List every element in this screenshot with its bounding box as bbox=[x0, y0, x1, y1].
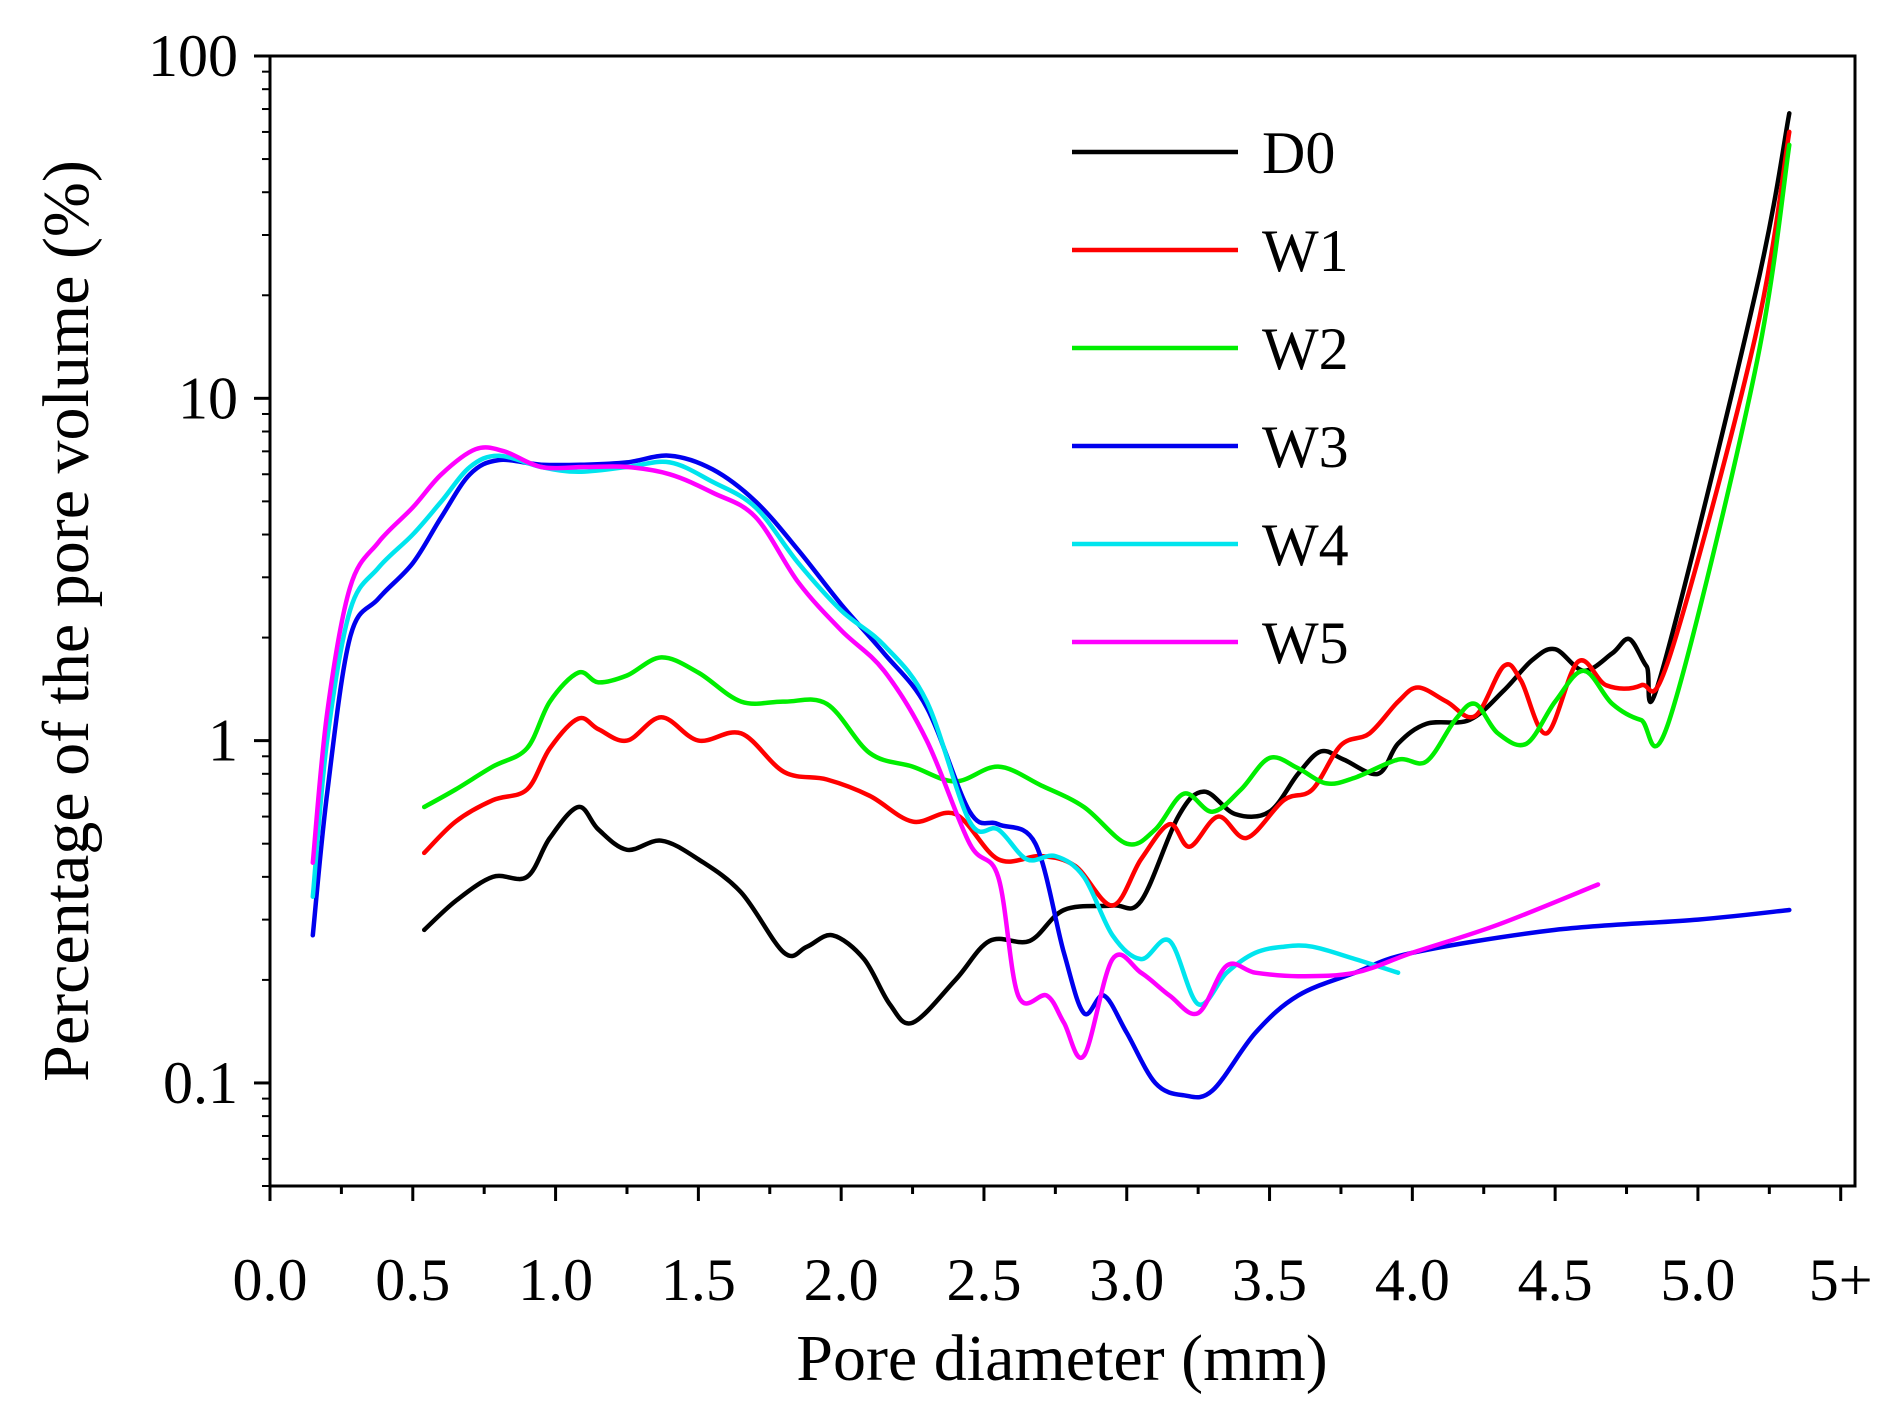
legend-item-w1: W1 bbox=[1072, 218, 1349, 284]
x-tick-label: 2.0 bbox=[804, 1247, 879, 1313]
legend-item-w4: W4 bbox=[1072, 512, 1349, 578]
x-tick-label: 4.5 bbox=[1518, 1247, 1593, 1313]
x-axis: 0.0 0.5 1.0 1.5 2.0 2.5 3.0 3.5 4.0 4.5 5.0 5+ bbox=[233, 1186, 1873, 1313]
legend-item-w2: W2 bbox=[1072, 316, 1349, 382]
legend-item-w3: W3 bbox=[1072, 414, 1349, 480]
legend-label: W4 bbox=[1262, 512, 1349, 578]
x-tick-label: 0.5 bbox=[375, 1247, 450, 1313]
x-tick-label: 2.5 bbox=[946, 1247, 1021, 1313]
legend-item-d0: D0 bbox=[1072, 120, 1335, 186]
x-tick-label: 0.0 bbox=[233, 1247, 308, 1313]
series-layer bbox=[310, 111, 1792, 1100]
x-tick-label: 3.5 bbox=[1232, 1247, 1307, 1313]
legend-label: D0 bbox=[1262, 120, 1335, 186]
legend-item-w5: W5 bbox=[1072, 610, 1349, 676]
x-tick-label: 5.0 bbox=[1660, 1247, 1735, 1313]
y-tick-label: 0.1 bbox=[163, 1050, 238, 1116]
series-line-w2 bbox=[421, 142, 1792, 847]
y-tick-label: 10 bbox=[178, 365, 238, 431]
legend-label: W5 bbox=[1262, 610, 1349, 676]
legend-label: W2 bbox=[1262, 316, 1349, 382]
x-tick-label: 1.5 bbox=[661, 1247, 736, 1313]
y-tick-label: 1 bbox=[208, 708, 238, 774]
series-line-w5 bbox=[310, 445, 1601, 1061]
x-tick-label: 5+ bbox=[1809, 1247, 1873, 1313]
plot-frame bbox=[268, 54, 1857, 1188]
y-axis-title: Percentage of the pore volume (%) bbox=[30, 160, 103, 1082]
series-line-w1 bbox=[421, 129, 1792, 908]
y-tick-label: 100 bbox=[148, 23, 238, 89]
legend: D0 W1 W2 W3 W4 W5 bbox=[1072, 120, 1349, 676]
x-axis-title: Pore diameter (mm) bbox=[796, 1322, 1327, 1395]
series-line-d0 bbox=[421, 111, 1792, 1026]
x-tick-label: 1.0 bbox=[518, 1247, 593, 1313]
x-tick-label: 4.0 bbox=[1375, 1247, 1450, 1313]
legend-label: W1 bbox=[1262, 218, 1349, 284]
x-tick-label: 3.0 bbox=[1089, 1247, 1164, 1313]
y-axis: 0.1 1 10 100 bbox=[148, 23, 270, 1187]
legend-label: W3 bbox=[1262, 414, 1349, 480]
